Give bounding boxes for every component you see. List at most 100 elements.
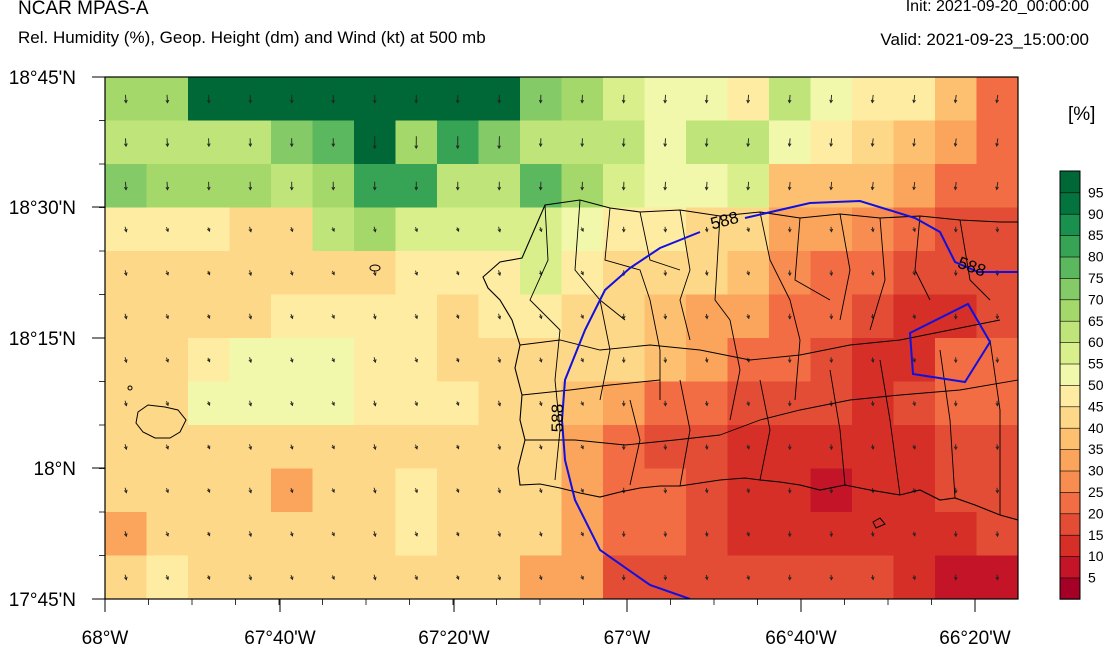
wind-arrow — [580, 401, 584, 406]
y-tick-label: 18°N — [34, 459, 76, 480]
wind-arrow — [455, 531, 460, 537]
wind-arrow — [123, 444, 128, 451]
x-tick-label: 67°20'W — [418, 628, 489, 647]
wind-arrow — [995, 574, 1000, 581]
wind-arrow — [123, 313, 128, 320]
wind-arrow — [206, 444, 211, 450]
map-axes: 68°W 67°40'W 67°20'W 67°W 66°40'W 66°20'W 18°4… — [9, 68, 1011, 647]
municipality-border — [599, 299, 611, 401]
wind-arrow — [331, 357, 335, 363]
wind-arrow — [455, 357, 460, 363]
wind-arrow — [206, 488, 211, 493]
wind-arrow — [870, 94, 875, 104]
wind-arrow — [995, 313, 1000, 320]
wind-arrow — [538, 444, 543, 450]
init-time: Init: 2021-09-20_00:00:00 — [905, 0, 1089, 15]
wind-arrow — [953, 181, 958, 191]
wind-arrow — [787, 226, 792, 233]
wind-arrow — [372, 313, 377, 320]
wind-arrow — [787, 574, 792, 581]
colorbar-label: 90 — [1088, 206, 1104, 222]
colorbar-label: 65 — [1088, 313, 1104, 329]
wind-arrow — [206, 314, 211, 319]
wind-arrow — [455, 444, 460, 450]
y-tick-label: 18°30'N — [9, 198, 76, 219]
wind-arrow — [870, 357, 875, 363]
wind-arrow — [746, 181, 750, 191]
wind-arrow — [372, 444, 377, 451]
height-contour-line — [560, 231, 701, 599]
municipality-borders — [127, 199, 1018, 529]
wind-arrow — [497, 136, 501, 150]
wind-arrow — [165, 531, 169, 537]
wind-arrow — [165, 400, 169, 407]
colorbar-label: 30 — [1088, 463, 1104, 479]
municipality-border — [679, 379, 691, 487]
municipality-border — [869, 217, 886, 331]
wind-arrow — [704, 270, 709, 276]
colorbar-label: 55 — [1088, 356, 1104, 372]
height-contour-line — [744, 199, 1018, 273]
wind-arrow — [372, 226, 377, 233]
wind-arrow — [289, 444, 294, 450]
wind-arrow — [995, 181, 999, 191]
wind-arrow — [870, 270, 875, 276]
wind-arrow — [829, 138, 833, 148]
wind-arrow — [621, 574, 626, 581]
municipality-border — [639, 211, 681, 271]
wind-arrow — [746, 488, 750, 494]
colorbar-label: 50 — [1088, 377, 1104, 393]
municipality-border — [649, 299, 661, 400]
wind-arrow — [455, 227, 460, 232]
wind-arrow — [995, 487, 1000, 494]
colorbar-label: 20 — [1088, 505, 1104, 521]
wind-arrow — [538, 94, 543, 104]
wind-arrow — [995, 138, 999, 147]
colorbar-swatch — [1059, 170, 1081, 194]
x-tick-label: 66°20'W — [939, 628, 1010, 647]
wind-arrow — [497, 270, 502, 277]
wind-arrow — [538, 313, 543, 320]
field-description: Rel. Humidity (%), Geop. Height (dm) and… — [18, 28, 486, 47]
wind-arrow — [289, 313, 294, 320]
wind-arrow — [497, 531, 502, 538]
wind-arrow — [829, 181, 833, 191]
wind-arrow — [289, 357, 294, 363]
wind-arrow — [331, 138, 336, 148]
wind-arrow — [829, 313, 834, 320]
wind-arrow — [124, 94, 128, 104]
municipality-border — [574, 199, 626, 321]
colorbar-swatch — [1059, 234, 1081, 258]
wind-arrow — [663, 487, 668, 494]
wind-arrow — [912, 444, 916, 450]
wind-arrow — [787, 270, 792, 277]
wind-arrow — [870, 531, 875, 537]
wind-arrow — [621, 181, 626, 191]
wind-arrow — [123, 270, 128, 277]
colorbar-label: 45 — [1088, 398, 1104, 414]
wind-arrow — [704, 313, 709, 320]
wind-arrow — [165, 181, 170, 191]
colorbar-label: 85 — [1088, 227, 1104, 243]
wind-arrow — [124, 181, 128, 191]
wind-arrow — [663, 313, 668, 320]
municipality-border — [699, 319, 1001, 361]
x-tick-label: 67°W — [604, 628, 651, 647]
wind-arrow — [912, 314, 916, 320]
wind-arrow — [289, 138, 294, 148]
wind-arrow — [123, 226, 128, 233]
wind-arrow — [165, 487, 169, 494]
wind-arrow — [580, 227, 584, 232]
wind-arrow — [829, 94, 833, 104]
wind-arrow — [663, 531, 668, 538]
wind-arrow — [538, 181, 543, 191]
wind-arrow — [704, 357, 709, 363]
wind-arrow — [663, 226, 668, 233]
wind-arrow — [787, 357, 792, 364]
municipality-border — [729, 319, 741, 421]
wind-arrow — [746, 575, 750, 581]
wind-arrow — [414, 181, 419, 191]
wind-arrow — [787, 444, 792, 451]
wind-arrow — [207, 138, 211, 148]
colorbar-label: 75 — [1088, 270, 1104, 286]
